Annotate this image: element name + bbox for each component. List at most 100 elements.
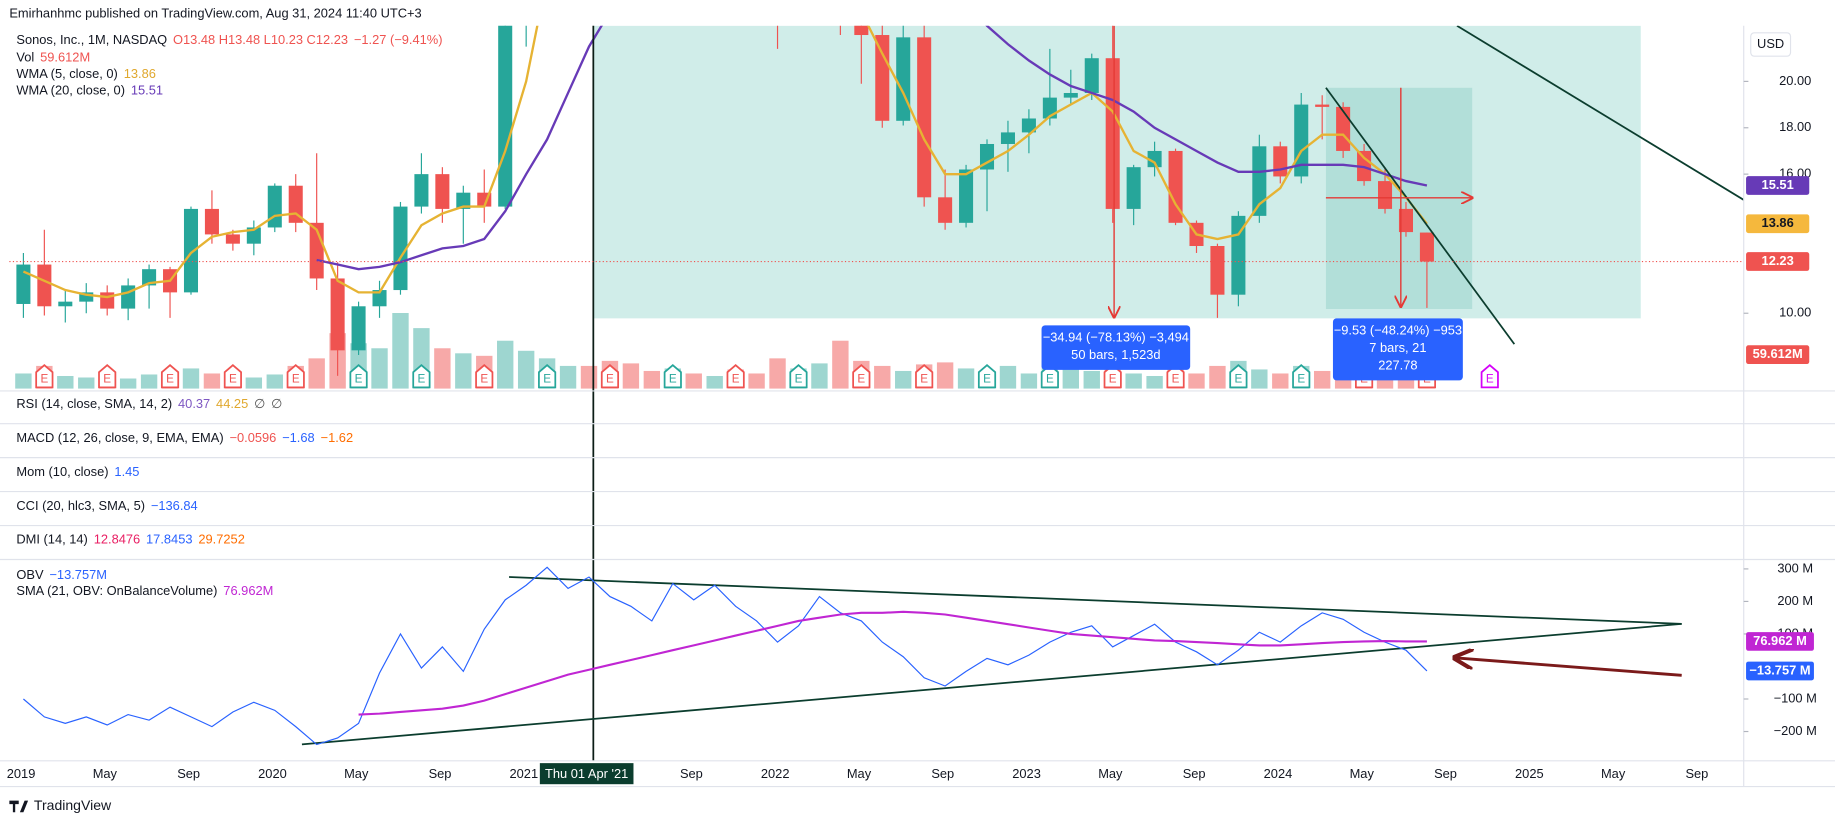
volume-bar (119, 378, 137, 389)
earnings-label: E (857, 372, 865, 385)
candle-body (1126, 167, 1141, 209)
legend-row: Mom (10, close) 1.45 (16, 464, 139, 479)
candle-body (979, 143, 995, 170)
price-badge (1746, 345, 1810, 365)
earnings-label: E (229, 372, 237, 385)
volume-bar (203, 373, 221, 389)
obv-badge (1746, 661, 1814, 681)
legend-item: Mom (10, close) (16, 464, 108, 479)
x-tick-label: May (93, 766, 118, 781)
earnings-marker: E (475, 364, 494, 389)
trend-line (301, 622, 1682, 746)
candle-body (1000, 132, 1015, 144)
earnings-label: E (1486, 372, 1494, 385)
volume-bar (1146, 375, 1163, 389)
candle-body (1021, 118, 1036, 133)
candle-body (204, 208, 219, 235)
earnings-label: E (983, 372, 991, 385)
earnings-icon (35, 364, 54, 389)
earnings-icon (915, 364, 934, 389)
x-tick-label: Sep (1685, 766, 1708, 781)
earnings-marker: E (1480, 364, 1499, 389)
legend-item: 40.37 (178, 396, 210, 411)
volume-bar (517, 350, 535, 389)
earnings-icon (412, 364, 431, 389)
obv-line (23, 566, 1428, 746)
y-tick-label: 20.00 (1779, 73, 1811, 88)
earnings-icon (286, 364, 305, 389)
earnings-icon (1292, 364, 1311, 389)
legend-item: O13.48 (173, 32, 215, 47)
legend-item: 15.51 (131, 83, 163, 98)
obv-pane (23, 566, 1682, 746)
earnings-icon (98, 364, 117, 389)
obv-badge (1746, 632, 1814, 651)
measure-label: 227.78 (1378, 358, 1417, 373)
legend-item: WMA (20, close, 0) (16, 83, 125, 98)
x-tick-label: Sep (177, 766, 200, 781)
y-tick-label: −200 M (1774, 723, 1817, 738)
volume-bar (1251, 369, 1268, 389)
earnings-label: E (1046, 372, 1054, 385)
price-badge-label: 59.612M (1753, 346, 1803, 361)
y-tick-label: 200 M (1777, 593, 1813, 608)
candle-body (1210, 246, 1225, 295)
candle-body (372, 290, 387, 307)
y-tick-label: 10.00 (1779, 305, 1811, 320)
legend-item: −1.68 (282, 430, 315, 445)
legend-item: ∅ (271, 396, 282, 411)
x-tick-label: May (1098, 766, 1123, 781)
candle-body (58, 301, 73, 307)
earnings-label: E (292, 372, 300, 385)
price-badge-label: 15.51 (1762, 177, 1794, 192)
volume-bar (832, 340, 849, 389)
earnings-label: E (1172, 372, 1180, 385)
volume-bar (497, 340, 514, 389)
legend-row: RSI (14, close, SMA, 14, 2) 40.37 44.25 ∅ ∅ (16, 396, 282, 411)
legend-item: RSI (14, close, SMA, 14, 2) (16, 396, 172, 411)
legend-item: SMA (21, OBV: OnBalanceVolume) (16, 584, 217, 599)
volume-bar (1209, 365, 1226, 389)
legend-item: WMA (5, close, 0) (16, 66, 117, 81)
volume-bar (1272, 373, 1289, 389)
candle-body (1084, 58, 1099, 93)
x-tick-label: 2025 (1515, 766, 1544, 781)
candle-body (16, 264, 31, 304)
earnings-marker: E (789, 364, 808, 389)
candle-body (267, 185, 282, 228)
candle-body (854, 25, 869, 36)
candle-body (79, 292, 94, 302)
earnings-icon (1229, 364, 1248, 389)
legend-item: ∅ (254, 396, 265, 411)
x-tick-label: May (1350, 766, 1375, 781)
trend-line (1325, 87, 1516, 345)
candle-body (896, 37, 911, 121)
legend-item: DMI (14, 14) (16, 532, 87, 547)
currency-box[interactable] (1750, 32, 1792, 57)
legend-item: C12.23 (307, 32, 348, 47)
legend-item: −136.84 (151, 498, 198, 513)
volume-bar (936, 362, 954, 389)
earnings-label: E (40, 372, 48, 385)
measure-label: 50 bars, 1,523d (1071, 347, 1160, 362)
earnings-marker: E (1229, 364, 1248, 389)
legend-row: Vol 59.612M (16, 50, 90, 65)
earnings-marker: E (223, 364, 242, 389)
earnings-marker: E (160, 364, 180, 389)
x-tick-label: 2019 (7, 766, 36, 781)
crosshair-label: Thu 01 Apr '21 (545, 766, 628, 781)
earnings-marker: E (286, 364, 305, 389)
obv-badge-label: −13.757 M (1749, 662, 1810, 677)
candle-body (121, 285, 136, 309)
earnings-label: E (920, 372, 928, 385)
x-tick-label: 2021 (510, 766, 539, 781)
earnings-icon (852, 364, 871, 389)
volume-bar (308, 358, 325, 389)
volume-bar (559, 365, 577, 389)
volume-bar (1020, 373, 1038, 389)
legend-item: 1.45 (114, 464, 139, 479)
price-badge-label: 12.23 (1762, 253, 1794, 268)
candle-body (1419, 232, 1434, 262)
volume-bar (1313, 370, 1331, 389)
volume-bar (392, 312, 409, 389)
